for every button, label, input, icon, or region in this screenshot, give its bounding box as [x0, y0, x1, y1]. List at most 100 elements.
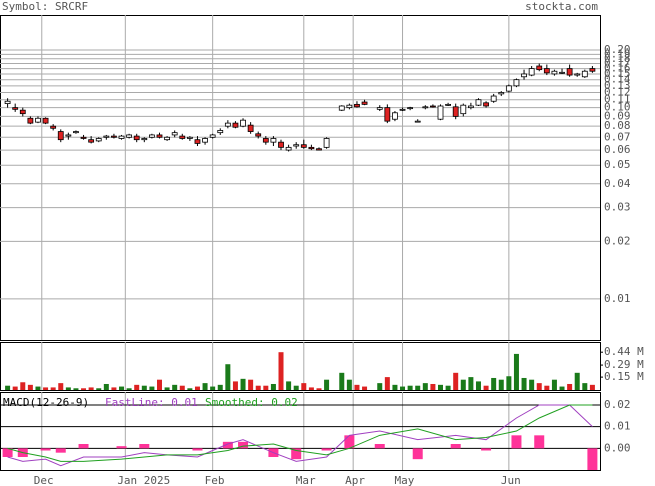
- y-tick-label: 0.05: [604, 158, 631, 171]
- volume-bar: [475, 381, 481, 390]
- macd-histogram-bar: [321, 448, 332, 451]
- candle-body: [467, 105, 474, 109]
- y-tick-label: 0.03: [604, 201, 631, 214]
- volume-bar: [210, 386, 216, 390]
- volume-bar: [491, 377, 497, 390]
- macd-histogram-bar: [2, 448, 13, 457]
- macd-frame: [0, 392, 601, 471]
- macd-tick-label: 0.00: [604, 441, 631, 454]
- macd-histogram-bar: [238, 441, 249, 449]
- candle-body: [12, 107, 19, 110]
- candle-body: [422, 106, 429, 109]
- candle-body: [232, 122, 239, 128]
- volume-bar: [301, 383, 307, 390]
- legend-entry: Smoothed: 0.02: [205, 396, 298, 409]
- candle-body: [566, 68, 573, 76]
- candle-body: [460, 104, 467, 115]
- volume-bar: [483, 385, 489, 390]
- volume-bar: [73, 388, 79, 390]
- y-tick-label: 0.20: [604, 43, 631, 56]
- candle-body: [278, 141, 284, 148]
- y-tick-label: 0.12: [604, 85, 631, 98]
- candle-body: [475, 99, 482, 106]
- volume-bar: [521, 377, 527, 390]
- macd-histogram-bar: [534, 435, 545, 449]
- candle-body: [376, 107, 383, 110]
- volume-bar: [103, 383, 109, 390]
- volume-bar: [27, 384, 33, 390]
- candle-body: [498, 92, 505, 95]
- candle-body: [513, 79, 520, 87]
- macd-histogram-bar: [412, 448, 423, 460]
- y-tick-label: 0.06: [604, 143, 631, 156]
- candle-body: [338, 105, 345, 111]
- volume-bar: [179, 385, 185, 390]
- candle-body: [262, 138, 269, 143]
- macd-histogram-bar: [55, 448, 66, 453]
- candle-body: [95, 138, 102, 142]
- volume-bar: [498, 379, 504, 390]
- y-tick-label: 0.08: [604, 119, 631, 132]
- candle-body: [118, 135, 125, 139]
- volume-bar: [339, 372, 345, 390]
- y-tick-label: 0.09: [604, 109, 631, 122]
- macd-histogram-bar: [139, 444, 150, 449]
- volume-bar: [240, 378, 246, 390]
- candle-body: [384, 107, 391, 122]
- macd-histogram-bar: [291, 448, 302, 460]
- volume-bar: [407, 385, 413, 390]
- volume-bar: [354, 384, 360, 390]
- volume-tick-label: 0.29 M: [604, 358, 644, 371]
- volume-bar: [438, 384, 444, 390]
- candle-body: [483, 102, 489, 107]
- volume-bar: [225, 364, 231, 390]
- volume-bar: [582, 383, 588, 390]
- candle-body: [194, 139, 201, 144]
- candle-body: [240, 119, 246, 127]
- volume-bar: [286, 381, 292, 390]
- candle-body: [521, 73, 527, 78]
- candle-body: [346, 104, 353, 109]
- legend-entry: FastLine: 0.01: [105, 396, 198, 409]
- candle-body: [543, 68, 550, 74]
- volume-bar: [43, 387, 49, 390]
- volume-tick-label: 0.15 M: [604, 370, 644, 383]
- volume-tick-label: 0.44 M: [604, 345, 644, 358]
- volume-bar: [445, 385, 451, 390]
- volume-bar: [111, 387, 117, 390]
- volume-bar: [50, 387, 56, 390]
- y-tick-label: 0.10: [604, 101, 631, 114]
- macd-histogram-bar: [481, 448, 492, 451]
- y-tick-label: 0.16: [604, 62, 631, 75]
- volume-bar: [529, 379, 535, 390]
- candle-body: [126, 134, 133, 138]
- x-tick-label: May: [395, 474, 415, 486]
- volume-bar: [96, 388, 102, 390]
- candle-body: [4, 100, 11, 104]
- candle-body: [323, 138, 330, 148]
- candle-body: [361, 101, 368, 105]
- volume-bar: [567, 383, 573, 390]
- candle-body: [247, 124, 254, 132]
- candle-body: [73, 131, 79, 134]
- candle-body: [430, 105, 436, 108]
- volume-bar: [81, 388, 87, 390]
- candle-body: [65, 134, 72, 137]
- volume-bar: [400, 386, 406, 390]
- candle-body: [452, 106, 459, 117]
- y-tick-label: 0.14: [604, 73, 631, 86]
- volume-bar: [574, 372, 580, 390]
- candle-body: [35, 117, 41, 123]
- site-label: stockta.com: [525, 0, 598, 13]
- volume-bar: [422, 383, 428, 390]
- x-tick-label: Dec: [34, 474, 54, 486]
- volume-bar: [384, 377, 390, 390]
- candle-body: [490, 95, 497, 102]
- candle-body: [505, 85, 512, 92]
- candle-body: [308, 146, 315, 150]
- candle-body: [399, 108, 406, 111]
- volume-bar: [362, 386, 368, 390]
- macd-histogram-bar: [374, 444, 385, 449]
- volume-bar: [65, 387, 71, 390]
